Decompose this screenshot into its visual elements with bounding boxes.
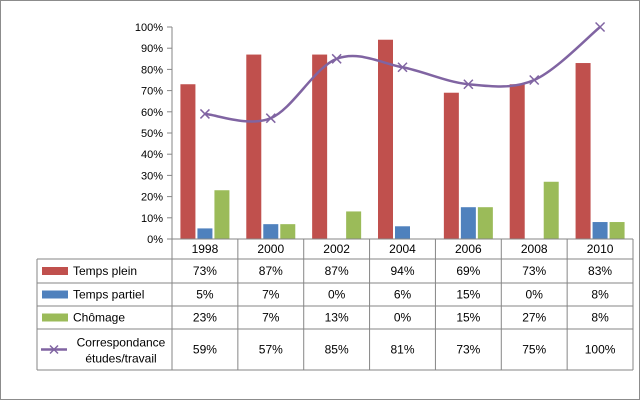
x-tick-label: 2010 xyxy=(587,242,614,256)
bar xyxy=(460,207,476,239)
line-marker xyxy=(595,21,606,33)
bar xyxy=(395,226,410,239)
legend-label: Temps plein xyxy=(73,264,137,278)
bar xyxy=(443,92,459,239)
y-tick-label: 100% xyxy=(135,22,163,34)
data-label: 75% xyxy=(522,343,546,357)
line-marker xyxy=(397,62,408,73)
data-label: 73% xyxy=(193,264,217,278)
line-marker xyxy=(199,108,210,119)
data-label: 100% xyxy=(585,343,616,357)
y-tick-label: 50% xyxy=(141,128,163,140)
bar xyxy=(509,84,525,240)
bar xyxy=(609,222,625,239)
bar xyxy=(214,190,230,239)
data-label: 73% xyxy=(456,343,480,357)
data-label: 7% xyxy=(262,288,280,302)
line-marker xyxy=(265,113,276,124)
data-label: 15% xyxy=(456,311,480,325)
data-label: 0% xyxy=(394,311,412,325)
x-tick-label: 2000 xyxy=(257,242,284,256)
data-label: 57% xyxy=(259,343,283,357)
x-tick-label: 1998 xyxy=(192,242,219,256)
series-line xyxy=(204,26,601,123)
legend-label: Temps partiel xyxy=(73,288,144,302)
data-label: 6% xyxy=(394,288,412,302)
data-label: 73% xyxy=(522,264,546,278)
legend-key xyxy=(42,313,68,322)
bar xyxy=(312,54,328,240)
y-tick-label: 20% xyxy=(141,192,163,204)
legend-label: Correspondance études/travail xyxy=(77,336,166,366)
x-tick-label: 2006 xyxy=(455,242,482,256)
data-label: 7% xyxy=(262,311,280,325)
bar xyxy=(197,228,213,239)
data-label: 27% xyxy=(522,311,546,325)
y-tick-label: 90% xyxy=(141,43,163,55)
bar xyxy=(575,63,591,239)
legend-label: Chômage xyxy=(73,311,125,325)
bar xyxy=(543,181,559,239)
x-tick-label: 2004 xyxy=(389,242,416,256)
data-label: 87% xyxy=(259,264,283,278)
legend-label-line: Correspondance xyxy=(77,336,166,350)
data-label: 59% xyxy=(193,343,217,357)
data-label: 94% xyxy=(390,264,414,278)
legend-key xyxy=(42,290,68,299)
data-label: 15% xyxy=(456,288,480,302)
y-tick-label: 70% xyxy=(141,86,163,98)
x-tick-label: 2008 xyxy=(521,242,548,256)
data-label: 0% xyxy=(328,288,346,302)
bar xyxy=(477,207,493,239)
data-label: 69% xyxy=(456,264,480,278)
data-label: 85% xyxy=(325,343,349,357)
line-marker xyxy=(463,79,474,90)
data-label: 13% xyxy=(325,311,349,325)
data-label: 81% xyxy=(390,343,414,357)
x-tick-label: 2002 xyxy=(323,242,350,256)
y-tick-label: 0% xyxy=(147,234,163,246)
y-tick-label: 30% xyxy=(141,170,163,182)
data-label: 8% xyxy=(591,311,609,325)
line-marker xyxy=(331,53,342,64)
bar xyxy=(592,222,608,239)
y-tick-label: 80% xyxy=(141,64,163,76)
bar xyxy=(280,224,296,239)
bar xyxy=(246,54,262,240)
line-marker xyxy=(529,74,540,86)
bar xyxy=(263,224,279,239)
data-label: 0% xyxy=(526,288,544,302)
bar xyxy=(378,39,393,239)
y-tick-label: 60% xyxy=(141,107,163,119)
data-label: 5% xyxy=(196,288,214,302)
bar xyxy=(180,84,196,240)
data-label: 8% xyxy=(591,288,609,302)
bar xyxy=(346,211,362,239)
legend-marker xyxy=(49,344,59,355)
legend-key xyxy=(42,267,68,275)
y-tick-label: 10% xyxy=(141,213,163,225)
data-label: 83% xyxy=(588,264,612,278)
data-label: 23% xyxy=(193,311,217,325)
legend-label-line: études/travail xyxy=(85,352,156,366)
data-label: 87% xyxy=(325,264,349,278)
y-tick-label: 40% xyxy=(141,149,163,161)
